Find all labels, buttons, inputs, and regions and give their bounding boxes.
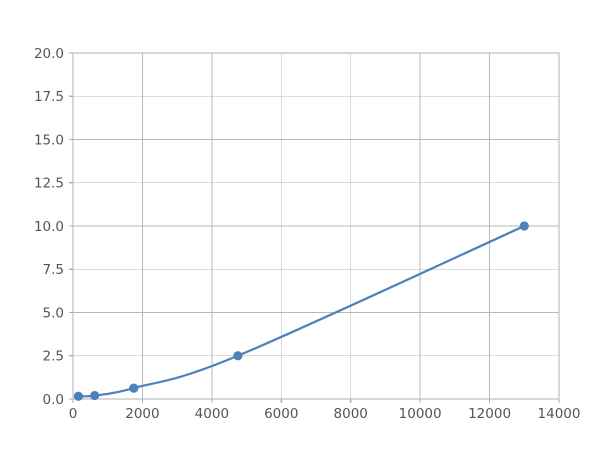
ytick-label-1: 2.5 bbox=[43, 349, 64, 365]
xtick-label-0: 0 bbox=[69, 406, 78, 422]
xtick-label-6: 12000 bbox=[468, 406, 511, 422]
xtick-label-5: 10000 bbox=[399, 406, 442, 422]
xtick-label-3: 6000 bbox=[264, 406, 298, 422]
data-point-markers bbox=[73, 221, 529, 401]
ytick-label-3: 7.5 bbox=[43, 262, 64, 278]
y-axis-tick-labels: 0.0 2.5 5.0 7.5 10.0 12.5 15.0 17.5 20.0 bbox=[34, 46, 64, 408]
y-axis-tickmarks bbox=[69, 52, 73, 400]
data-point-4 bbox=[519, 221, 529, 231]
ytick-label-4: 10.0 bbox=[34, 219, 64, 235]
data-point-1 bbox=[90, 390, 100, 401]
xtick-label-2: 4000 bbox=[195, 406, 229, 422]
data-point-2 bbox=[129, 383, 139, 393]
ytick-label-0: 0.0 bbox=[43, 392, 64, 408]
ytick-label-2: 5.0 bbox=[43, 305, 64, 321]
ytick-label-5: 12.5 bbox=[34, 176, 64, 192]
xtick-label-7: 14000 bbox=[538, 406, 581, 422]
data-point-3 bbox=[233, 351, 243, 361]
x-axis-tick-labels: 0 2000 4000 6000 8000 10000 12000 14000 bbox=[69, 406, 581, 422]
x-axis-tickmarks bbox=[72, 399, 560, 403]
ytick-label-6: 15.0 bbox=[34, 132, 64, 148]
xtick-label-1: 2000 bbox=[125, 406, 159, 422]
data-point-0 bbox=[73, 391, 84, 401]
xtick-label-4: 8000 bbox=[334, 406, 368, 422]
ytick-label-7: 17.5 bbox=[34, 89, 64, 105]
ytick-label-8: 20.0 bbox=[34, 46, 64, 62]
